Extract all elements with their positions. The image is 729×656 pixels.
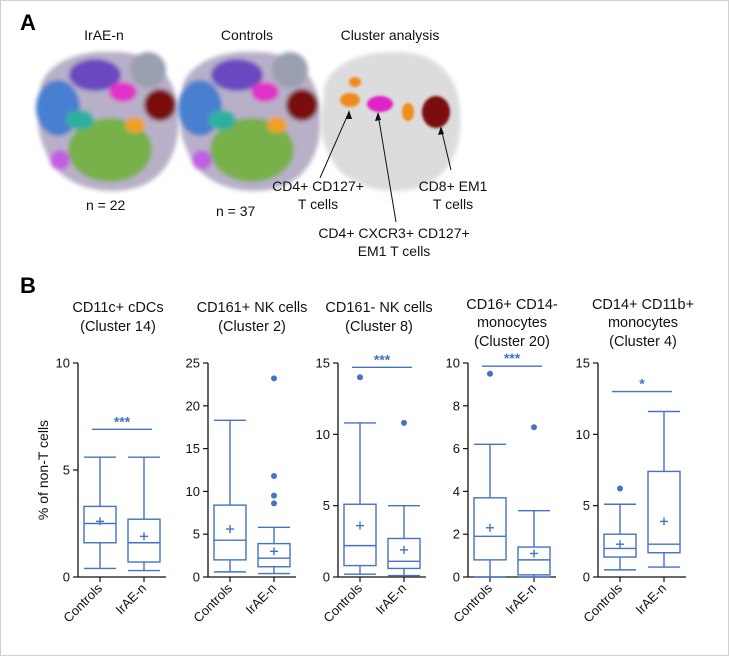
chart-title-line: CD16+ CD14- bbox=[466, 297, 558, 313]
x-category-label: IrAE-n bbox=[242, 581, 279, 618]
box-iqr bbox=[647, 470, 681, 554]
y-tick-label: 10 bbox=[316, 427, 330, 442]
x-category-label: IrAE-n bbox=[632, 581, 669, 618]
y-tick-label: 20 bbox=[186, 398, 200, 413]
outlier-point bbox=[271, 500, 277, 507]
outlier-point bbox=[271, 375, 277, 382]
significance-label: *** bbox=[114, 413, 131, 429]
boxplot-chart-2: CD161+ NK cells (Cluster 2) 0 5 10 15 20 25 Cont… bbox=[186, 300, 308, 625]
chart-title-line: (Cluster 20) bbox=[474, 334, 550, 350]
x-category-label: Controls bbox=[450, 580, 495, 625]
y-tick-label: 5 bbox=[63, 463, 70, 478]
y-tick-label: 0 bbox=[583, 570, 590, 585]
y-tick-label: 4 bbox=[453, 484, 460, 499]
y-tick-label: 0 bbox=[63, 570, 70, 585]
box-iqr bbox=[343, 503, 377, 567]
chart-title-line: monocytes bbox=[608, 315, 678, 331]
outlier-point bbox=[401, 419, 407, 426]
boxplot-chart-4: CD16+ CD14- monocytes (Cluster 20) 0 2 4 6 8 10 C… bbox=[446, 297, 558, 625]
box-iqr bbox=[517, 546, 551, 576]
x-category-label: Controls bbox=[60, 580, 105, 625]
outlier-point bbox=[271, 492, 277, 499]
y-tick-label: 0 bbox=[323, 570, 330, 585]
outlier-point bbox=[357, 374, 363, 381]
chart-title-line: (Cluster 2) bbox=[218, 319, 286, 335]
x-category-label: IrAE-n bbox=[372, 581, 409, 618]
outlier-point bbox=[531, 424, 537, 431]
y-tick-label: 8 bbox=[453, 398, 460, 413]
chart-title-line: CD14+ CD11b+ bbox=[592, 297, 694, 313]
x-category-label: Controls bbox=[320, 580, 365, 625]
boxplot-chart-3: CD161- NK cells (Cluster 8) 0 5 10 15 Controls… bbox=[316, 300, 433, 625]
chart-title-line: (Cluster 8) bbox=[345, 319, 413, 335]
tsne-map-controls bbox=[178, 51, 321, 191]
outlier-point bbox=[487, 370, 493, 377]
y-tick-label: 0 bbox=[453, 570, 460, 585]
y-tick-label: 25 bbox=[186, 356, 200, 371]
significance-label: * bbox=[639, 376, 645, 392]
y-tick-label: 10 bbox=[446, 356, 460, 371]
y-tick-label: 15 bbox=[316, 356, 330, 371]
significance-label: *** bbox=[504, 350, 521, 366]
y-tick-label: 15 bbox=[186, 441, 200, 456]
chart-title-line: CD11c+ cDCs bbox=[72, 300, 163, 316]
tsne-title-controls: Controls bbox=[221, 27, 273, 43]
annotation-cd4-cxcr3-line2: EM1 T cells bbox=[358, 243, 431, 259]
outlier-point bbox=[271, 472, 277, 479]
n-label-controls: n = 37 bbox=[216, 203, 256, 219]
annotation-cd8-em1-line2: T cells bbox=[433, 196, 473, 212]
chart-title-line: CD161+ NK cells bbox=[197, 300, 308, 316]
y-tick-label: 15 bbox=[576, 356, 590, 371]
boxplot-chart-1: CD11c+ cDCs (Cluster 14) 0 5 10 Controls IrAE-… bbox=[56, 300, 166, 625]
x-category-label: IrAE-n bbox=[112, 581, 149, 618]
boxplot-chart-5: CD14+ CD11b+ monocytes (Cluster 4) 0 5 10 15 Co… bbox=[576, 297, 695, 625]
y-tick-label: 10 bbox=[56, 356, 70, 371]
outlier-point bbox=[617, 485, 623, 492]
n-label-irae: n = 22 bbox=[86, 197, 126, 213]
y-tick-label: 0 bbox=[193, 570, 200, 585]
tsne-title-cluster: Cluster analysis bbox=[341, 27, 440, 43]
chart-title-line: (Cluster 4) bbox=[609, 334, 677, 350]
y-tick-label: 10 bbox=[186, 484, 200, 499]
box-iqr bbox=[127, 518, 161, 563]
annotation-cd4-cd127-line2: T cells bbox=[298, 196, 338, 212]
y-tick-label: 5 bbox=[583, 498, 590, 513]
tsne-map-irae bbox=[36, 51, 179, 191]
y-tick-label: 6 bbox=[453, 441, 460, 456]
x-category-label: Controls bbox=[190, 580, 235, 625]
chart-title-line: monocytes bbox=[477, 315, 547, 331]
y-tick-label: 5 bbox=[323, 498, 330, 513]
y-tick-label: 5 bbox=[193, 527, 200, 542]
x-category-label: Controls bbox=[580, 580, 625, 625]
chart-title-line: CD161- NK cells bbox=[325, 300, 432, 316]
y-axis-label: % of non-T cells bbox=[35, 420, 51, 520]
annotation-cd4-cd127-line1: CD4+ CD127+ bbox=[272, 178, 364, 194]
tsne-map-cluster-analysis bbox=[320, 51, 461, 191]
panel-a-letter: A bbox=[20, 10, 36, 35]
significance-label: *** bbox=[374, 351, 391, 367]
annotation-arrows bbox=[319, 111, 452, 223]
arrow-heads bbox=[346, 110, 444, 135]
annotation-cd4-cxcr3-line1: CD4+ CXCR3+ CD127+ bbox=[318, 225, 469, 241]
annotation-cd8-em1-line1: CD8+ EM1 bbox=[419, 178, 488, 194]
chart-title-line: (Cluster 14) bbox=[80, 319, 156, 335]
tsne-title-irae: IrAE-n bbox=[84, 27, 124, 43]
panel-b-letter: B bbox=[20, 273, 36, 298]
y-tick-label: 2 bbox=[453, 527, 460, 542]
y-tick-label: 10 bbox=[576, 427, 590, 442]
x-category-label: IrAE-n bbox=[502, 581, 539, 618]
